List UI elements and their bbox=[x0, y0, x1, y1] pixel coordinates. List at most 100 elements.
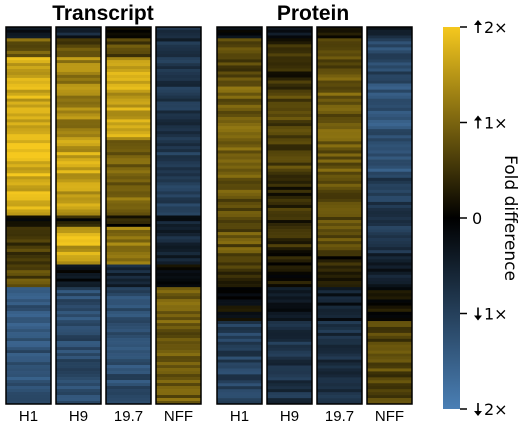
transcript-h9-column-frame bbox=[55, 26, 102, 405]
transcript-h1-cell bbox=[6, 245, 51, 250]
transcript-nff-cell bbox=[156, 323, 201, 327]
transcript-h9-cell bbox=[56, 167, 101, 171]
protein-h1-cell bbox=[217, 238, 262, 242]
protein-19-7-cell bbox=[317, 83, 362, 87]
protein-nff-cell bbox=[367, 302, 412, 306]
protein-19-7-cell bbox=[317, 259, 362, 263]
transcript-h1-cell bbox=[6, 35, 51, 39]
transcript-h9-cell bbox=[56, 63, 101, 67]
transcript-h9-cell bbox=[56, 38, 101, 42]
transcript-nff-cell bbox=[156, 317, 201, 321]
protein-19-7-cell bbox=[317, 183, 362, 188]
protein-19-7-cell bbox=[317, 201, 362, 206]
protein-h1-cell bbox=[217, 311, 262, 316]
transcript-19-7-cell bbox=[106, 155, 151, 159]
protein-h9-cell bbox=[267, 29, 312, 34]
transcript-h9-cell bbox=[56, 365, 101, 369]
transcript-h1-cell bbox=[6, 188, 51, 192]
transcript-h9-cell bbox=[56, 371, 101, 375]
transcript-nff-cell bbox=[156, 299, 201, 303]
protein-nff-cell bbox=[367, 104, 412, 109]
transcript-h1-cell bbox=[6, 299, 51, 303]
transcript-nff-cell bbox=[156, 131, 201, 135]
transcript-nff-cell bbox=[156, 146, 201, 150]
transcript-nff-cell bbox=[156, 63, 201, 67]
protein-nff-cell bbox=[367, 290, 412, 294]
transcript-nff-cell bbox=[156, 258, 201, 262]
protein-19-7-cell bbox=[317, 186, 362, 191]
transcript-h1-cell bbox=[6, 261, 51, 265]
transcript-19-7-cell bbox=[106, 383, 151, 387]
transcript-h1-cell bbox=[6, 248, 51, 253]
protein-nff-cell bbox=[367, 116, 412, 121]
protein-h9-cell bbox=[267, 235, 312, 239]
protein-nff-cell bbox=[367, 329, 412, 334]
transcript-h1-cell bbox=[6, 47, 51, 52]
protein-nff-cell bbox=[367, 250, 412, 254]
protein-h9-cell bbox=[267, 183, 312, 188]
protein-h9-cell bbox=[267, 101, 312, 106]
protein-h9-cell bbox=[267, 226, 312, 230]
protein-19-7-cell bbox=[317, 314, 362, 319]
transcript-h9-cell bbox=[56, 131, 101, 135]
transcript-h9-cell bbox=[56, 60, 101, 64]
transcript-19-7-cell bbox=[106, 116, 151, 120]
transcript-h1-cell bbox=[6, 383, 51, 387]
protein-h9-cell bbox=[267, 293, 312, 297]
protein-h9-cell bbox=[267, 244, 312, 248]
transcript-h9-cell bbox=[56, 323, 101, 327]
transcript-nff-cell bbox=[156, 380, 201, 384]
transcript-19-7-cell bbox=[106, 371, 151, 375]
protein-19-7-cell bbox=[317, 171, 362, 176]
protein-h9-cell bbox=[267, 265, 312, 269]
protein-h9-cell bbox=[267, 41, 312, 45]
protein-nff-cell bbox=[367, 359, 412, 363]
protein-h1-cell bbox=[217, 110, 262, 115]
protein-h1-cell bbox=[217, 365, 262, 369]
protein-nff-cell bbox=[367, 168, 412, 173]
protein-h1-cell bbox=[217, 174, 262, 179]
protein-h1-cell bbox=[217, 220, 262, 224]
protein-nff-cell bbox=[367, 189, 412, 194]
transcript-h9-cell bbox=[56, 338, 101, 342]
transcript-h1-cell bbox=[6, 131, 51, 135]
protein-h1-cell bbox=[217, 344, 262, 349]
transcript-nff-cell bbox=[156, 98, 201, 102]
protein-19-7-cell bbox=[317, 389, 362, 393]
transcript-h1-cell bbox=[6, 347, 51, 351]
transcript-h9-cell bbox=[56, 107, 101, 111]
protein-19-7-cell bbox=[317, 59, 362, 63]
transcript-nff-cell bbox=[156, 179, 201, 183]
transcript-nff-cell bbox=[156, 392, 201, 396]
protein-nff-cell bbox=[367, 113, 412, 118]
transcript-h1-cell bbox=[6, 395, 51, 399]
protein-h9-cell bbox=[267, 168, 312, 173]
protein-h1-cell bbox=[217, 98, 262, 103]
transcript-h1-cell bbox=[6, 284, 51, 288]
transcript-column-label-19-7: 19.7 bbox=[114, 408, 143, 425]
protein-h9-cell bbox=[267, 147, 312, 151]
protein-h1-cell bbox=[217, 177, 262, 182]
protein-nff-cell bbox=[367, 201, 412, 206]
transcript-19-7-cell bbox=[106, 176, 151, 180]
protein-h9-cell bbox=[267, 186, 312, 191]
transcript-nff-cell bbox=[156, 278, 201, 282]
transcript-19-7-cell bbox=[106, 206, 151, 210]
transcript-nff-cell bbox=[156, 270, 201, 274]
protein-h9-cell bbox=[267, 314, 312, 319]
transcript-nff-cell bbox=[156, 197, 201, 201]
transcript-nff-cell bbox=[156, 173, 201, 177]
protein-nff-cell bbox=[367, 44, 412, 48]
protein-h9-cell bbox=[267, 38, 312, 42]
protein-19-7-cell bbox=[317, 226, 362, 230]
protein-19-7-cell bbox=[317, 290, 362, 294]
protein-h1-cell bbox=[217, 126, 262, 130]
protein-nff-cell bbox=[367, 256, 412, 260]
transcript-h9-cell bbox=[56, 255, 101, 259]
transcript-h9-cell bbox=[56, 110, 101, 114]
protein-19-7-cell bbox=[317, 229, 362, 233]
protein-19-7-cell bbox=[317, 374, 362, 378]
protein-nff-column-frame bbox=[366, 26, 413, 405]
protein-h1-cell bbox=[217, 53, 262, 57]
transcript-19-7-cell bbox=[106, 77, 151, 82]
